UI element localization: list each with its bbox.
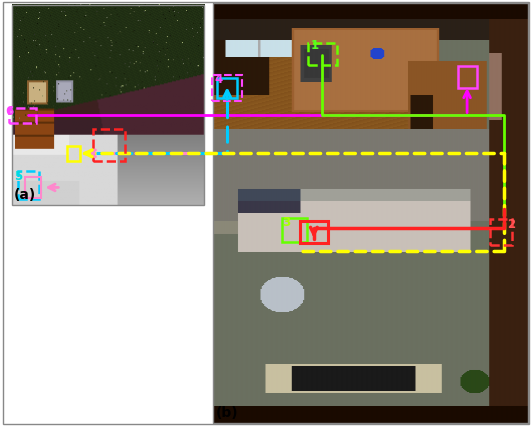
- Bar: [18, 171, 39, 199]
- Bar: [213, 3, 528, 423]
- Text: 6: 6: [5, 105, 14, 118]
- Bar: [212, 75, 242, 101]
- Bar: [490, 219, 512, 245]
- Bar: [12, 5, 204, 205]
- Bar: [282, 218, 307, 242]
- Bar: [458, 66, 477, 88]
- Bar: [300, 221, 328, 243]
- Bar: [66, 146, 80, 161]
- Bar: [25, 177, 41, 198]
- Bar: [9, 108, 36, 123]
- Text: 4: 4: [214, 73, 222, 86]
- Text: 1: 1: [311, 39, 319, 52]
- Bar: [308, 43, 337, 65]
- Bar: [93, 129, 126, 161]
- Text: (a): (a): [13, 188, 36, 202]
- Text: 2: 2: [506, 219, 515, 231]
- Text: 3: 3: [282, 216, 290, 229]
- Text: 5: 5: [14, 170, 23, 183]
- Bar: [217, 78, 237, 98]
- Text: (b): (b): [216, 406, 239, 420]
